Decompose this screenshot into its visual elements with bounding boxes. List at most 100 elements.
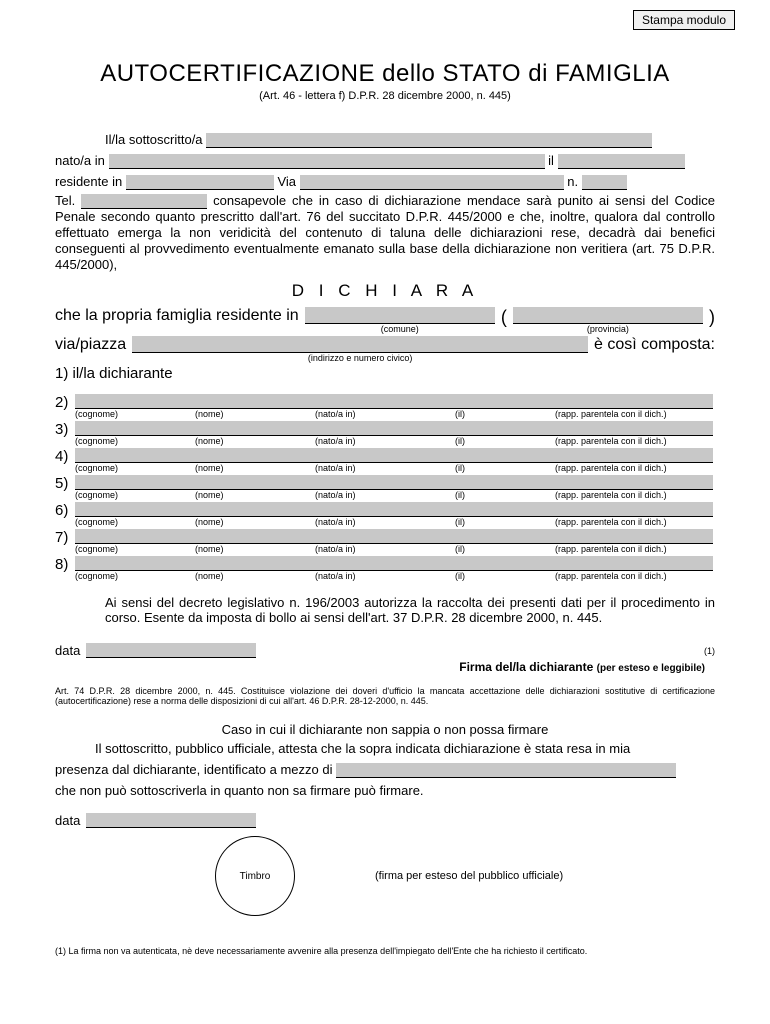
- field-nome[interactable]: [195, 394, 315, 409]
- field-tel[interactable]: [81, 194, 207, 209]
- field-rapp[interactable]: [555, 421, 713, 436]
- sublabel-il: (il): [455, 436, 555, 446]
- field-rapp[interactable]: [555, 475, 713, 490]
- sublabel-nome: (nome): [195, 544, 315, 554]
- field-il-row[interactable]: [455, 475, 555, 490]
- label-via: Via: [277, 174, 296, 189]
- label-tel: Tel.: [55, 193, 75, 208]
- caso-line1: Il sottoscritto, pubblico ufficiale, att…: [55, 739, 715, 759]
- field-nome[interactable]: [195, 556, 315, 571]
- field-il-row[interactable]: [455, 529, 555, 544]
- family-table: 2) (cognome) (nome) (nato/a in) (il) (ra…: [55, 394, 715, 581]
- field-cognome[interactable]: [75, 475, 195, 490]
- caso-title: Caso in cui il dichiarante non sappia o …: [55, 722, 715, 737]
- sublabel-nato: (nato/a in): [315, 463, 455, 473]
- field-cognome[interactable]: [75, 394, 195, 409]
- caso-text2a: presenza dal dichiarante, identificato a…: [55, 762, 333, 777]
- sublabel-rapp: (rapp. parentela con il dich.): [555, 436, 713, 446]
- field-nato[interactable]: [315, 475, 455, 490]
- field-rapp[interactable]: [555, 556, 713, 571]
- field-il-row[interactable]: [455, 502, 555, 517]
- field-cognome[interactable]: [75, 529, 195, 544]
- row-num: 3): [55, 421, 75, 438]
- sublabel-il: (il): [455, 544, 555, 554]
- label-composta: è così composta:: [594, 336, 715, 354]
- timbro-section: Timbro (firma per esteso del pubblico uf…: [55, 836, 715, 916]
- paren-close: ): [709, 307, 715, 328]
- sublabel-rapp: (rapp. parentela con il dich.): [555, 571, 713, 581]
- field-il-row[interactable]: [455, 421, 555, 436]
- line-residente: residente in Via n.: [55, 172, 715, 192]
- sublabel-nome: (nome): [195, 490, 315, 500]
- sublabel-cognome: (cognome): [75, 436, 195, 446]
- field-mezzo[interactable]: [336, 763, 676, 778]
- field-cognome[interactable]: [75, 502, 195, 517]
- field-cognome[interactable]: [75, 556, 195, 571]
- sublabel-nato: (nato/a in): [315, 436, 455, 446]
- field-il-row[interactable]: [455, 448, 555, 463]
- field-nato[interactable]: [315, 421, 455, 436]
- heading-dichiara: D I C H I A R A: [55, 281, 715, 301]
- field-nato[interactable]: [315, 556, 455, 571]
- label-sottoscritto: Il/la sottoscritto/a: [105, 132, 203, 147]
- label-residente: residente in: [55, 174, 122, 189]
- field-cognome[interactable]: [75, 448, 195, 463]
- field-n[interactable]: [582, 175, 627, 190]
- table-row: 8) (cognome) (nome) (nato/a in) (il) (ra…: [55, 556, 715, 581]
- field-nato[interactable]: [315, 394, 455, 409]
- table-row: 4) (cognome) (nome) (nato/a in) (il) (ra…: [55, 448, 715, 473]
- footnote: (1) La firma non va autenticata, nè deve…: [55, 946, 715, 956]
- field-rapp[interactable]: [555, 502, 713, 517]
- field-il[interactable]: [558, 154, 685, 169]
- sublabel-nato: (nato/a in): [315, 571, 455, 581]
- note-1-ref: (1): [704, 646, 715, 656]
- line-tel: Tel. consapevole che in caso di dichiara…: [55, 193, 715, 273]
- field-data2[interactable]: [86, 813, 256, 828]
- field-nato-in[interactable]: [109, 154, 545, 169]
- field-nome[interactable]: [195, 448, 315, 463]
- sublabel-cognome: (cognome): [75, 517, 195, 527]
- row-num: 7): [55, 529, 75, 546]
- field-sottoscritto[interactable]: [206, 133, 652, 148]
- timbro-circle: Timbro: [215, 836, 295, 916]
- print-button[interactable]: Stampa modulo: [633, 10, 735, 30]
- label-data: data: [55, 643, 80, 658]
- field-il-row[interactable]: [455, 394, 555, 409]
- row-num: 6): [55, 502, 75, 519]
- sublabel-il: (il): [455, 409, 555, 419]
- field-via[interactable]: [300, 175, 564, 190]
- field-nome[interactable]: [195, 421, 315, 436]
- sublabel-comune: (comune): [305, 324, 495, 334]
- paren-open: (: [501, 307, 507, 328]
- field-nato[interactable]: [315, 448, 455, 463]
- label-famiglia-residente: che la propria famiglia residente in: [55, 307, 299, 325]
- field-provincia[interactable]: [513, 307, 703, 324]
- field-cognome[interactable]: [75, 421, 195, 436]
- field-rapp[interactable]: [555, 394, 713, 409]
- field-rapp[interactable]: [555, 448, 713, 463]
- sublabel-cognome: (cognome): [75, 544, 195, 554]
- table-row: 2) (cognome) (nome) (nato/a in) (il) (ra…: [55, 394, 715, 419]
- field-residente[interactable]: [126, 175, 274, 190]
- field-nome[interactable]: [195, 502, 315, 517]
- art74-text: Art. 74 D.P.R. 28 dicembre 2000, n. 445.…: [55, 686, 715, 706]
- table-row: 6) (cognome) (nome) (nato/a in) (il) (ra…: [55, 502, 715, 527]
- table-row: 3) (cognome) (nome) (nato/a in) (il) (ra…: [55, 421, 715, 446]
- field-nato[interactable]: [315, 502, 455, 517]
- line-viapiazza: via/piazza (indirizzo e numero civico) è…: [55, 336, 715, 363]
- field-nome[interactable]: [195, 529, 315, 544]
- field-comune[interactable]: [305, 307, 495, 324]
- firma-label: Firma del/la dichiarante (per esteso e l…: [55, 660, 715, 674]
- field-nato[interactable]: [315, 529, 455, 544]
- table-row: 5) (cognome) (nome) (nato/a in) (il) (ra…: [55, 475, 715, 500]
- field-rapp[interactable]: [555, 529, 713, 544]
- field-data1[interactable]: [86, 643, 256, 658]
- label-viapiazza: via/piazza: [55, 336, 126, 354]
- field-nome[interactable]: [195, 475, 315, 490]
- field-il-row[interactable]: [455, 556, 555, 571]
- line-famiglia: che la propria famiglia residente in (co…: [55, 307, 715, 334]
- line-data2: data: [55, 813, 715, 828]
- field-indirizzo[interactable]: [132, 336, 588, 353]
- label-nato: nato/a in: [55, 153, 105, 168]
- sublabel-provincia: (provincia): [513, 324, 703, 334]
